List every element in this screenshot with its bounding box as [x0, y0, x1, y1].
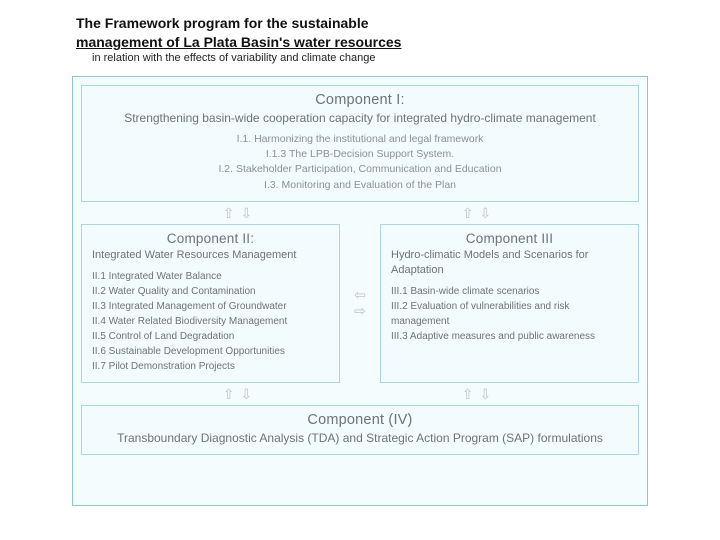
- c2-item: II.1 Integrated Water Balance: [92, 269, 329, 284]
- component-4-box: Component (IV) Transboundary Diagnostic …: [81, 405, 639, 455]
- updown-arrows-icon: ⇧⇩: [223, 387, 258, 401]
- left-arrow-icon: ⇦: [354, 288, 366, 303]
- component-3-box: Component III Hydro-climatic Models and …: [380, 224, 639, 383]
- component-2-list: II.1 Integrated Water Balance II.2 Water…: [92, 269, 329, 374]
- c2-item: II.2 Water Quality and Contamination: [92, 284, 329, 299]
- component-1-title: Component I:: [92, 92, 628, 108]
- c2-item: II.4 Water Related Biodiversity Manageme…: [92, 314, 329, 329]
- updown-arrows-icon: ⇧⇩: [223, 206, 258, 220]
- component-2-subtitle: Integrated Water Resources Management: [92, 248, 329, 263]
- arrows-row-bottom: ⇧⇩ ⇧⇩: [81, 387, 639, 401]
- component-1-list: I.1. Harmonizing the institutional and l…: [92, 132, 628, 193]
- component-3-subtitle: Hydro-climatic Models and Scenarios for …: [391, 248, 628, 278]
- arrows-row-top: ⇧⇩ ⇧⇩: [81, 206, 639, 220]
- c2-item: II.6 Sustainable Development Opportuniti…: [92, 344, 329, 359]
- component-4-title: Component (IV): [92, 412, 628, 428]
- title-line1: The Framework program for the sustainabl…: [76, 15, 369, 31]
- right-arrow-icon: ⇨: [354, 303, 366, 318]
- title-line2: management of La Plata Basin's water res…: [76, 34, 401, 50]
- component-1-subtitle: Strengthening basin-wide cooperation cap…: [92, 110, 628, 126]
- c1-item: I.3. Monitoring and Evaluation of the Pl…: [92, 178, 628, 193]
- updown-arrows-icon: ⇧⇩: [462, 206, 497, 220]
- c2-item: II.5 Control of Land Degradation: [92, 329, 329, 344]
- component-2-box: Component II: Integrated Water Resources…: [81, 224, 340, 383]
- diagram-container: Component I: Strengthening basin-wide co…: [72, 76, 648, 506]
- arrows-middle: ⇦ ⇨: [354, 288, 366, 319]
- c3-item: III.3 Adaptive measures and public aware…: [391, 329, 628, 344]
- component-3-title: Component III: [391, 231, 628, 246]
- c1-item: I.2. Stakeholder Participation, Communic…: [92, 162, 628, 177]
- c2-item: II.7 Pilot Demonstration Projects: [92, 359, 329, 374]
- page-subtitle: in relation with the effects of variabil…: [0, 52, 720, 72]
- page-title: The Framework program for the sustainabl…: [0, 0, 430, 52]
- c1-item: I.1. Harmonizing the institutional and l…: [92, 132, 628, 147]
- component-1-box: Component I: Strengthening basin-wide co…: [81, 85, 639, 202]
- components-2-3-row: Component II: Integrated Water Resources…: [81, 224, 639, 383]
- c3-item: III.1 Basin-wide climate scenarios: [391, 284, 628, 299]
- c1-item: I.1.3 The LPB-Decision Support System.: [92, 147, 628, 162]
- component-4-subtitle: Transboundary Diagnostic Analysis (TDA) …: [92, 430, 628, 446]
- updown-arrows-icon: ⇧⇩: [462, 387, 497, 401]
- component-2-title: Component II:: [92, 231, 329, 246]
- c2-item: II.3 Integrated Management of Groundwate…: [92, 299, 329, 314]
- c3-item: III.2 Evaluation of vulnerabilities and …: [391, 299, 628, 329]
- component-3-list: III.1 Basin-wide climate scenarios III.2…: [391, 284, 628, 344]
